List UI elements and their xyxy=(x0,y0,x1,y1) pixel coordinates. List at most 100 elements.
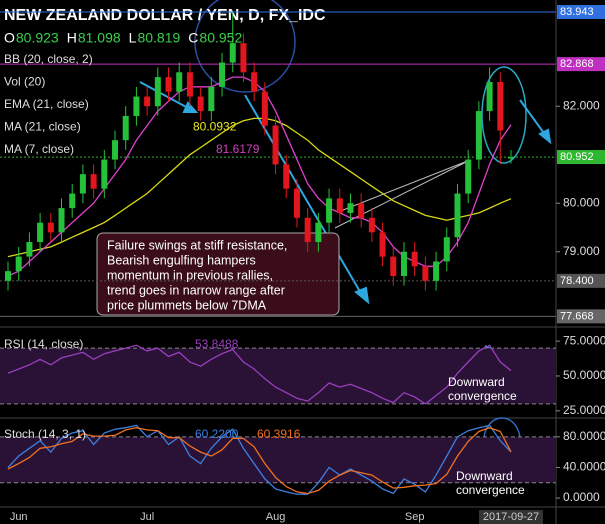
date-label-bg xyxy=(479,510,543,524)
candle-body xyxy=(176,72,183,92)
ohlc-value: 80.952 xyxy=(199,30,242,46)
y-tick-label: 40.0000 xyxy=(563,460,605,474)
annotation-line: Failure swings at stiff resistance, xyxy=(107,238,287,252)
candle-body xyxy=(229,43,236,63)
ohlc-label: O xyxy=(4,30,15,46)
indicator-label: Vol (20) xyxy=(4,75,45,89)
candle-body xyxy=(240,43,247,73)
candle-body xyxy=(315,222,322,243)
y-tick-label: 25.0000 xyxy=(563,403,605,417)
annotation: Failure swings at stiff resistance,Beari… xyxy=(107,238,287,312)
candle-body xyxy=(336,198,343,213)
symbol-title: NEW ZEALAND DOLLAR / YEN, D, FX_IDC xyxy=(4,7,326,24)
ohlc-label: C xyxy=(188,30,198,46)
pane-title: Stoch (14, 3, 1) xyxy=(4,427,86,441)
ohlc-label: L xyxy=(129,30,137,46)
price-label: 78.400 xyxy=(560,275,594,287)
annotation-line: Bearish engulfing hampers xyxy=(107,253,256,267)
candle-body xyxy=(186,72,193,97)
candle-body xyxy=(283,164,290,189)
candle-body xyxy=(251,72,258,92)
indicator-line xyxy=(7,76,512,277)
candle-body xyxy=(454,193,461,238)
candle-body xyxy=(486,81,493,112)
annotation-line: Downward xyxy=(456,469,513,483)
price-label: 83.943 xyxy=(560,6,594,18)
candle-body xyxy=(154,77,161,107)
y-tick-label: 80.000 xyxy=(563,195,600,209)
candle-body xyxy=(112,140,119,160)
candle-body xyxy=(101,159,108,189)
y-tick-label: 80.0000 xyxy=(563,429,605,443)
candle-body xyxy=(304,217,311,243)
candle-body xyxy=(26,242,33,257)
x-tick-label: Jul xyxy=(140,511,154,523)
highlight-circle xyxy=(194,0,296,93)
price-label: 80.952 xyxy=(560,151,594,163)
candle-body xyxy=(347,203,354,213)
y-tick-label: 75.0000 xyxy=(563,333,605,347)
candle-body xyxy=(272,125,279,165)
candle-body xyxy=(422,266,429,281)
candle-body xyxy=(475,111,482,160)
pane-title: RSI (14, close) xyxy=(4,337,83,351)
candle-body xyxy=(47,222,54,233)
price-label-bg xyxy=(557,309,605,324)
y-tick-label: 0.0000 xyxy=(563,490,600,504)
indicator-label: MA (21, close) xyxy=(4,120,81,134)
band xyxy=(0,436,556,483)
candle-body xyxy=(390,256,397,277)
annotation-line: price plummets below 7DMA xyxy=(107,298,267,312)
price-label: 82.868 xyxy=(560,58,594,70)
y-tick-label: 82.000 xyxy=(563,98,600,112)
indicator-value: 80.0932 xyxy=(193,120,237,134)
indicator-value: 81.6179 xyxy=(216,142,260,156)
candle-body xyxy=(197,96,204,112)
annotation-line: momentum in previous rallies, xyxy=(107,268,273,282)
candle-body xyxy=(133,96,140,116)
legend-value: 60.3916 xyxy=(257,427,301,441)
candle-body xyxy=(508,157,514,159)
indicator-line xyxy=(7,117,512,258)
candle-body xyxy=(37,222,44,243)
price-label-bg xyxy=(557,150,605,165)
candle-body xyxy=(293,188,300,218)
price-label-bg xyxy=(557,4,605,19)
y-tick-label: 79.000 xyxy=(563,244,600,258)
ohlc-value: 80.819 xyxy=(137,30,180,46)
highlight-ellipse xyxy=(481,66,527,164)
annotation-line: convergence xyxy=(448,389,517,403)
x-tick-label: 2017-09-27 xyxy=(483,511,539,523)
price-label-bg xyxy=(557,273,605,288)
candle-body xyxy=(261,91,268,126)
price-label: 77.668 xyxy=(560,310,594,322)
y-tick-label: 50.0000 xyxy=(563,368,605,382)
candle-body xyxy=(465,159,472,194)
indicator-line xyxy=(7,427,512,495)
indicator-line xyxy=(7,344,512,405)
candle-body xyxy=(90,174,97,189)
indicator-label: BB (20, close, 2) xyxy=(4,52,93,66)
price-label-bg xyxy=(557,57,605,72)
ohlc-label: H xyxy=(67,30,77,46)
annotation-line: Downward xyxy=(448,375,505,389)
candle-body xyxy=(208,86,215,112)
candle-body xyxy=(433,261,440,281)
candle-body xyxy=(79,174,86,194)
candle-body xyxy=(411,251,418,267)
candle-body xyxy=(122,115,129,141)
band xyxy=(0,348,556,404)
candle-body xyxy=(326,198,333,223)
annotation-line: convergence xyxy=(456,483,525,497)
indicator-line xyxy=(7,424,512,495)
candle-body xyxy=(497,81,504,131)
indicator-label: MA (7, close) xyxy=(4,142,74,156)
candle-body xyxy=(58,208,65,233)
ohlc-value: 80.923 xyxy=(16,30,59,46)
candle-body xyxy=(5,271,11,281)
candle-body xyxy=(379,232,386,257)
indicator-label: EMA (21, close) xyxy=(4,97,89,111)
candle-body xyxy=(358,203,365,218)
